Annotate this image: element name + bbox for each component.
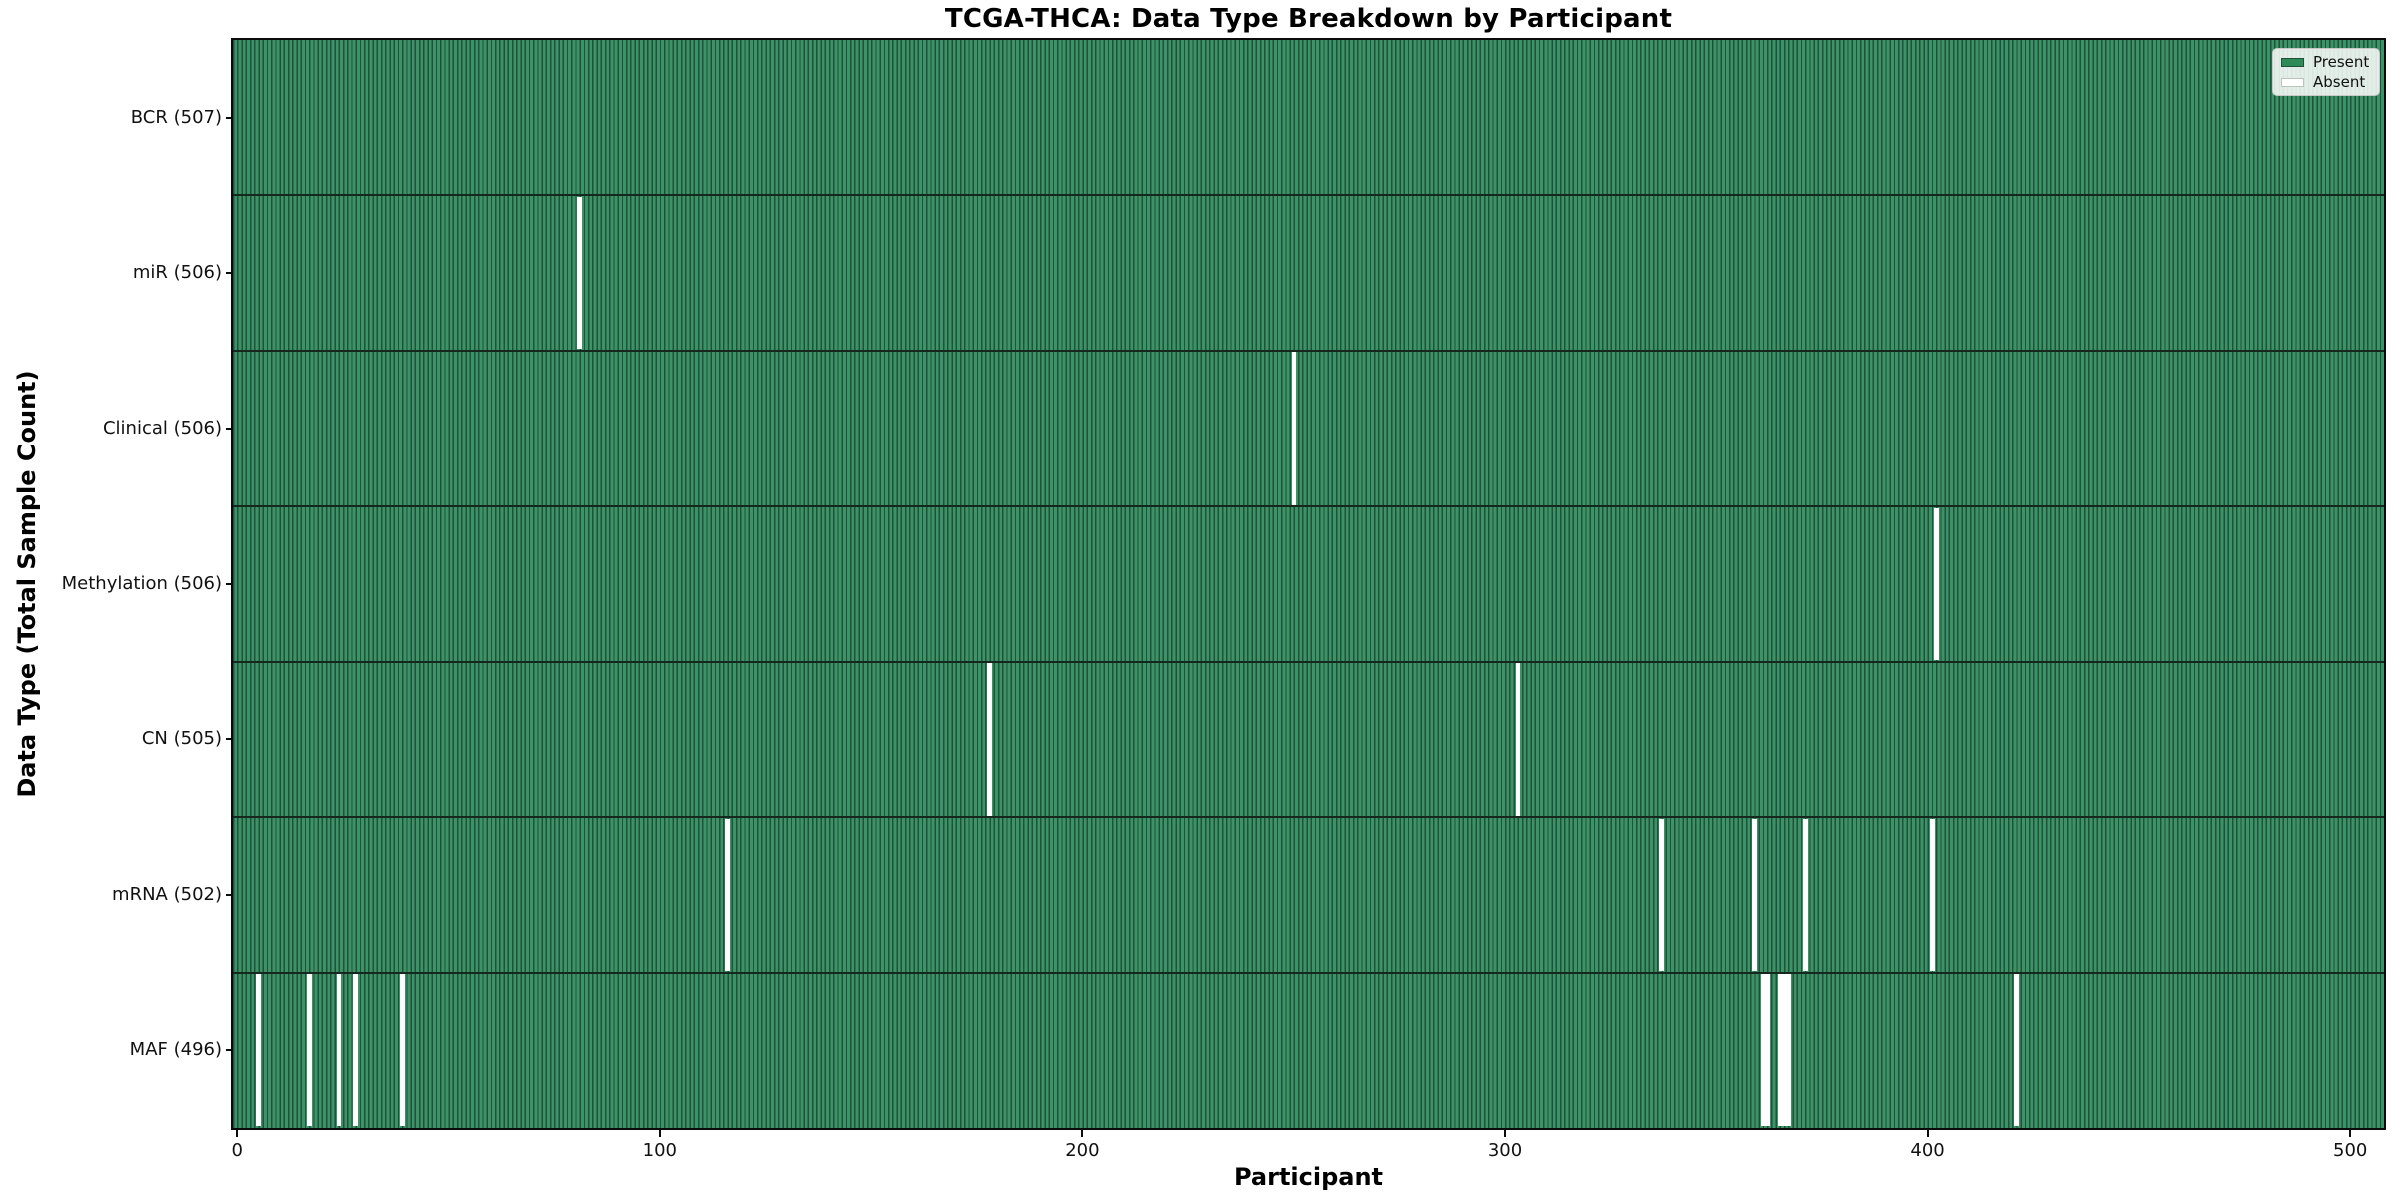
y-tick-label-miR: miR (506) bbox=[132, 262, 222, 284]
row-separator bbox=[233, 194, 2384, 197]
absent-gap-MAF-17 bbox=[306, 974, 312, 1127]
y-tick-mark bbox=[226, 427, 233, 430]
absent-gap-CN-303 bbox=[1515, 663, 1521, 816]
row-separator bbox=[233, 349, 2384, 352]
y-tick-mark bbox=[226, 116, 233, 119]
plot-area bbox=[233, 40, 2384, 1128]
absent-gap-MAF-24 bbox=[336, 974, 342, 1127]
chart-title: TCGA-THCA: Data Type Breakdown by Partic… bbox=[944, 4, 1673, 34]
y-tick-mark bbox=[226, 893, 233, 896]
absent-gap-mRNA-337 bbox=[1659, 818, 1665, 972]
y-tick-label-Methylation: Methylation (506) bbox=[61, 573, 222, 594]
present-swatch-icon bbox=[2281, 57, 2304, 67]
absent-gap-mRNA-359 bbox=[1752, 818, 1758, 972]
absent-gap-MAF-5 bbox=[256, 974, 262, 1127]
absent-gap-Clinical-250 bbox=[1291, 352, 1297, 505]
absent-gap-MAF-362 bbox=[1764, 974, 1770, 1127]
y-tick-mark bbox=[226, 583, 233, 585]
row-separator bbox=[233, 971, 2384, 974]
x-tick-mark bbox=[1504, 1128, 1506, 1137]
legend: Present Absent bbox=[2272, 48, 2380, 96]
x-tick-label-200: 200 bbox=[1065, 1140, 1100, 1161]
absent-gap-MAF-361 bbox=[1760, 974, 1766, 1127]
absent-swatch-icon bbox=[2281, 77, 2304, 87]
absent-gap-Methylation-402 bbox=[1933, 507, 1939, 661]
x-tick-label-400: 400 bbox=[1910, 1140, 1945, 1161]
x-tick-label-300: 300 bbox=[1487, 1140, 1523, 1161]
row-separator bbox=[233, 505, 2384, 508]
y-tick-label-Clinical: Clinical (506) bbox=[102, 417, 222, 439]
row-separator bbox=[233, 816, 2384, 819]
legend-label-absent: Absent bbox=[2313, 73, 2366, 91]
absent-gap-MAF-366 bbox=[1781, 974, 1787, 1127]
legend-entry-absent: Absent bbox=[2281, 74, 2371, 90]
x-tick-label-100: 100 bbox=[642, 1140, 677, 1161]
absent-gap-CN-178 bbox=[987, 663, 993, 816]
y-tick-label-MAF: MAF (496) bbox=[129, 1039, 222, 1061]
absent-gap-MAF-365 bbox=[1777, 974, 1783, 1127]
x-tick-mark bbox=[658, 1128, 661, 1137]
x-tick-label-0: 0 bbox=[231, 1140, 243, 1161]
y-tick-label-CN: CN (505) bbox=[141, 728, 222, 750]
legend-entry-present: Present bbox=[2281, 54, 2371, 70]
absent-gap-MAF-39 bbox=[399, 974, 405, 1127]
y-tick-mark bbox=[226, 1049, 233, 1052]
x-tick-mark bbox=[236, 1128, 239, 1137]
x-tick-mark bbox=[2349, 1128, 2352, 1137]
legend-label-present: Present bbox=[2313, 53, 2370, 71]
y-tick-mark bbox=[226, 272, 233, 275]
y-tick-mark bbox=[226, 738, 233, 741]
x-tick-mark bbox=[1081, 1128, 1084, 1137]
absent-gap-MAF-367 bbox=[1786, 974, 1791, 1127]
absent-gap-MAF-421 bbox=[2014, 974, 2020, 1127]
x-axis-title: Participant bbox=[1233, 1163, 1384, 1191]
absent-gap-mRNA-116 bbox=[725, 818, 731, 972]
absent-gap-MAF-28 bbox=[353, 974, 359, 1127]
x-tick-label-500: 500 bbox=[2333, 1140, 2368, 1161]
x-tick-mark bbox=[1926, 1128, 1929, 1137]
absent-gap-mRNA-401 bbox=[1929, 818, 1935, 972]
row-separator bbox=[233, 660, 2384, 663]
y-tick-label-BCR: BCR (507) bbox=[130, 106, 222, 128]
absent-gap-mRNA-371 bbox=[1802, 818, 1808, 972]
absent-gap-miR-81 bbox=[577, 196, 583, 350]
y-tick-label-mRNA: mRNA (502) bbox=[112, 883, 222, 905]
